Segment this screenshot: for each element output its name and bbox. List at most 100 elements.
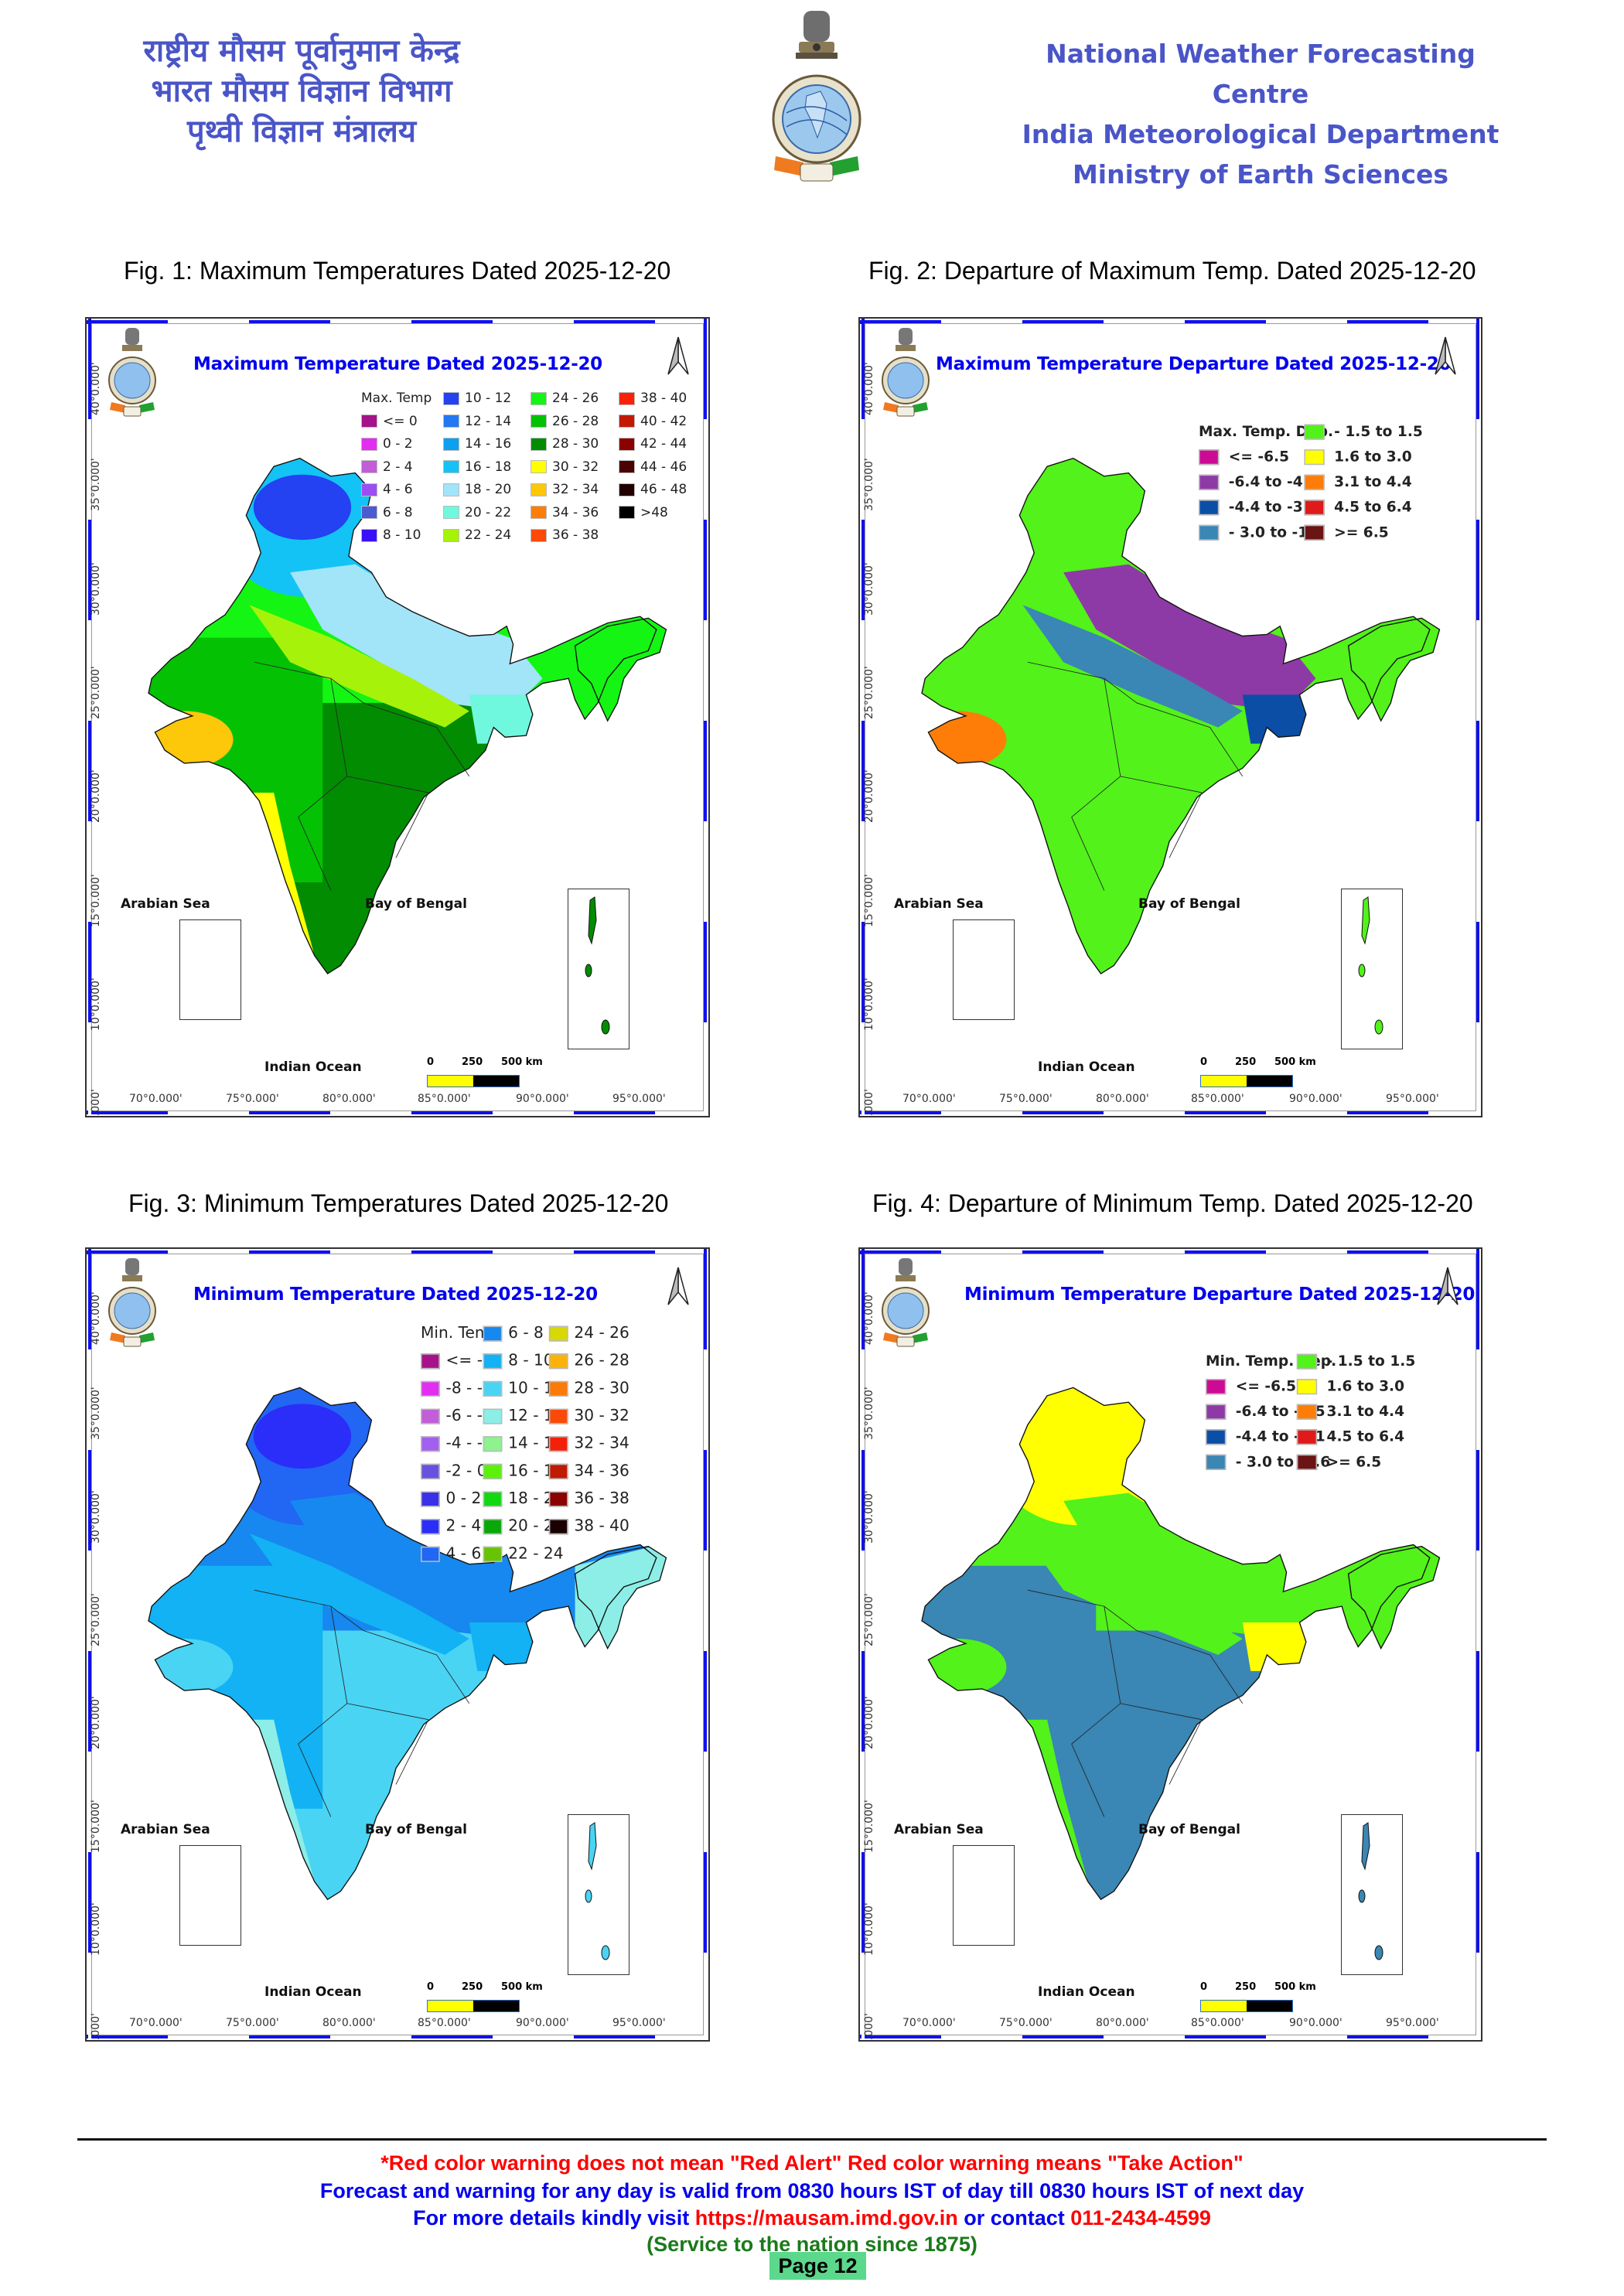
legend-item: 32 - 34 bbox=[548, 1435, 629, 1453]
legend-item: -2 - 0 bbox=[421, 1462, 487, 1481]
legend-swatch bbox=[619, 506, 635, 519]
legend-swatch bbox=[1296, 1453, 1318, 1470]
region-gangetic bbox=[290, 1493, 543, 1639]
legend-swatch bbox=[1296, 1353, 1318, 1369]
longitude-label: 80°0.000' bbox=[322, 2017, 376, 2029]
legend-swatch bbox=[548, 1353, 568, 1370]
latitude-label: 5°0.000' bbox=[863, 2013, 875, 2042]
legend-label: 4 - 6 bbox=[383, 482, 413, 497]
legend-item: 20 - 22 bbox=[443, 505, 511, 520]
legend-swatch bbox=[1304, 499, 1325, 515]
legend-swatch bbox=[531, 391, 547, 405]
fig3-caption: Fig. 3: Minimum Temperatures Dated 2025-… bbox=[128, 1189, 669, 1217]
legend-label: 4.5 to 6.4 bbox=[1334, 498, 1412, 516]
north-arrow-icon bbox=[1437, 1267, 1459, 1305]
legend-swatch bbox=[483, 1325, 503, 1342]
longitude-label: 95°0.000' bbox=[612, 2017, 666, 2029]
longitude-label: 95°0.000' bbox=[1386, 1093, 1439, 1105]
legend-label: 26 - 28 bbox=[552, 413, 599, 429]
map-panel-min-temp: Minimum Temperature Dated 2025-12-20 40°… bbox=[85, 1247, 710, 2042]
website-link[interactable]: https://mausam.imd.gov.in bbox=[694, 2206, 958, 2229]
north-arrow-icon bbox=[1435, 336, 1456, 375]
longitude-label: 85°0.000' bbox=[1191, 1093, 1244, 1105]
legend-swatch bbox=[421, 1519, 440, 1535]
frame-edge-left bbox=[861, 1249, 865, 2040]
legend: Max. Temp <= 0 0 - 2 2 - 4 4 - 6 6 - 8 8… bbox=[361, 391, 701, 561]
legend-swatch bbox=[421, 1546, 440, 1562]
legend-swatch bbox=[619, 483, 635, 496]
fig4-caption: Fig. 4: Departure of Minimum Temp. Dated… bbox=[872, 1189, 1473, 1217]
inset-andaman-nicobar bbox=[568, 889, 629, 1049]
legend-item: 6 - 8 bbox=[483, 1325, 544, 1342]
legend-swatch bbox=[483, 1519, 503, 1535]
legend-item: 0 - 2 bbox=[421, 1490, 481, 1508]
legend-swatch bbox=[548, 1325, 568, 1342]
legend-label: 28 - 30 bbox=[552, 436, 599, 452]
latitude-label: 40°0.000' bbox=[863, 1291, 875, 1345]
label-arabian-sea: Arabian Sea bbox=[894, 896, 984, 912]
legend-item: 26 - 28 bbox=[548, 1353, 629, 1370]
legend-label: 3.1 to 4.4 bbox=[1326, 1403, 1405, 1420]
legend-title: Max. Temp. Dep. bbox=[1199, 423, 1334, 440]
legend-item: -4.4 to -3.1 bbox=[1199, 499, 1319, 515]
region-northeast bbox=[1348, 612, 1440, 728]
map-inner-border bbox=[865, 323, 1476, 1111]
legend-label: 34 - 36 bbox=[552, 504, 599, 520]
legend-swatch bbox=[1296, 1378, 1318, 1394]
legend-label: 8 - 10 bbox=[383, 527, 421, 543]
contact-note: For more details kindly visit https://ma… bbox=[0, 2206, 1624, 2230]
legend-label: 30 - 32 bbox=[574, 1407, 629, 1426]
legend-label: -2 - 0 bbox=[445, 1462, 487, 1481]
map-title: Minimum Temperature Departure Dated 2025… bbox=[964, 1284, 1476, 1305]
legend-label: >= 6.5 bbox=[1334, 524, 1389, 541]
legend-label: 38 - 40 bbox=[574, 1517, 629, 1536]
label-bay-of-bengal: Bay of Bengal bbox=[365, 896, 467, 912]
legend-item: 22 - 24 bbox=[443, 527, 511, 543]
islands-icon bbox=[585, 1822, 610, 1960]
label-bay-of-bengal: Bay of Bengal bbox=[1138, 896, 1240, 912]
legend-item: 12 - 14 bbox=[443, 414, 511, 429]
legend-swatch bbox=[443, 528, 459, 542]
legend-swatch bbox=[1296, 1403, 1318, 1420]
legend-swatch bbox=[1304, 473, 1325, 490]
legend-item: 6 - 8 bbox=[361, 505, 413, 520]
longitude-label: 75°0.000' bbox=[226, 2017, 279, 2029]
region-belt bbox=[249, 605, 469, 728]
legend-item: <= 0 bbox=[361, 414, 418, 429]
legend-item: 18 - 20 bbox=[443, 482, 511, 497]
inset-andaman-nicobar bbox=[1341, 1814, 1403, 1975]
islands-icon bbox=[1358, 896, 1383, 1035]
legend-item: -4 - -2 bbox=[421, 1435, 493, 1453]
legend-item: -8 - -6 bbox=[421, 1380, 493, 1398]
legend-item: 4 - 6 bbox=[421, 1545, 481, 1563]
legend-label: 24 - 26 bbox=[574, 1325, 629, 1343]
legend-title: Min. Temp bbox=[421, 1325, 500, 1343]
legend-item: - 3.0 to -1.6 bbox=[1199, 524, 1323, 541]
legend-label: 42 - 44 bbox=[640, 436, 687, 452]
map-panel-max-temp-departure: Maximum Temperature Departure Dated 2025… bbox=[858, 317, 1482, 1117]
inset-lakshadweep bbox=[953, 919, 1015, 1020]
legend-label: 22 - 24 bbox=[465, 527, 512, 543]
legend-label: 8 - 10 bbox=[508, 1352, 554, 1370]
region-gujarat bbox=[922, 1639, 1007, 1696]
scale-bar: 0 250 500 km bbox=[427, 1981, 543, 2012]
legend-item: >48 bbox=[619, 505, 668, 520]
label-indian-ocean: Indian Ocean bbox=[264, 1984, 362, 2000]
legend-swatch bbox=[548, 1408, 568, 1424]
legend-item: 0 - 2 bbox=[361, 436, 413, 452]
region-east bbox=[1242, 694, 1316, 744]
region-belt bbox=[249, 1533, 469, 1655]
legend-swatch bbox=[548, 1436, 568, 1452]
legend-swatch bbox=[421, 1408, 440, 1424]
legend-item: 28 - 30 bbox=[531, 436, 599, 452]
legend-swatch bbox=[1206, 1428, 1227, 1445]
inset-lakshadweep bbox=[179, 1845, 241, 1946]
legend-item: 46 - 48 bbox=[619, 482, 687, 497]
frame-edge-bottom bbox=[860, 2035, 1481, 2038]
legend-label: 12 - 14 bbox=[465, 413, 512, 429]
frame-edge-top bbox=[87, 1250, 708, 1254]
legend-item: 30 - 32 bbox=[531, 459, 599, 475]
frame-edge-top bbox=[87, 320, 708, 324]
contact-prefix: For more details kindly visit bbox=[413, 2206, 695, 2229]
legend-swatch bbox=[443, 483, 459, 496]
